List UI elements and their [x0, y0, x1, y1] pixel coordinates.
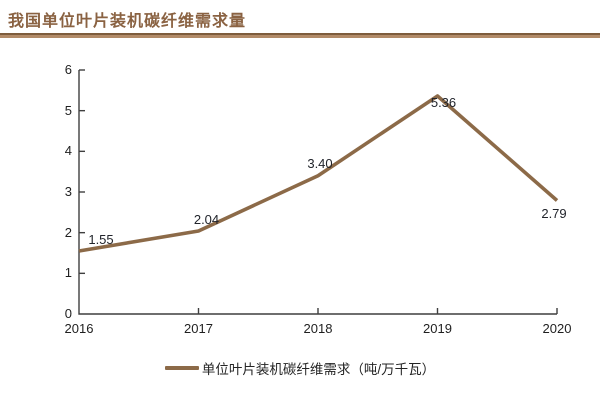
x-tick-2017: 2017 — [184, 321, 213, 336]
y-tick-4: 4 — [64, 143, 72, 159]
y-tick-0: 0 — [64, 306, 72, 321]
x-tick-2019: 2019 — [423, 321, 452, 336]
legend: 单位叶片装机碳纤维需求（吨/万千瓦） — [0, 358, 600, 378]
y-tick-3: 3 — [64, 184, 72, 199]
data-label-2016: 1.55 — [88, 231, 114, 247]
axis-tick-marks — [79, 69, 558, 314]
demand-series-line — [78, 94, 559, 253]
chart-title: 我国单位叶片装机碳纤维需求量 — [8, 13, 247, 30]
legend-line-swatch — [164, 366, 199, 370]
data-label-2019: 5.36 — [430, 95, 457, 111]
data-label-2020: 2.79 — [541, 205, 567, 221]
x-tick-2018: 2018 — [303, 321, 333, 336]
axis-lines — [78, 70, 557, 315]
legend-series-label: 单位叶片装机碳纤维需求（吨/万千瓦） — [201, 362, 436, 377]
y-tick-5: 5 — [64, 102, 72, 118]
x-tick-2020: 2020 — [542, 321, 572, 336]
title-underline — [0, 33, 600, 38]
y-tick-6: 6 — [64, 62, 72, 77]
y-tick-2: 2 — [64, 224, 72, 240]
data-label-2018: 3.40 — [307, 155, 333, 171]
x-tick-2016: 2016 — [64, 321, 94, 336]
data-label-2017: 2.04 — [193, 212, 220, 228]
y-tick-1: 1 — [64, 265, 72, 281]
